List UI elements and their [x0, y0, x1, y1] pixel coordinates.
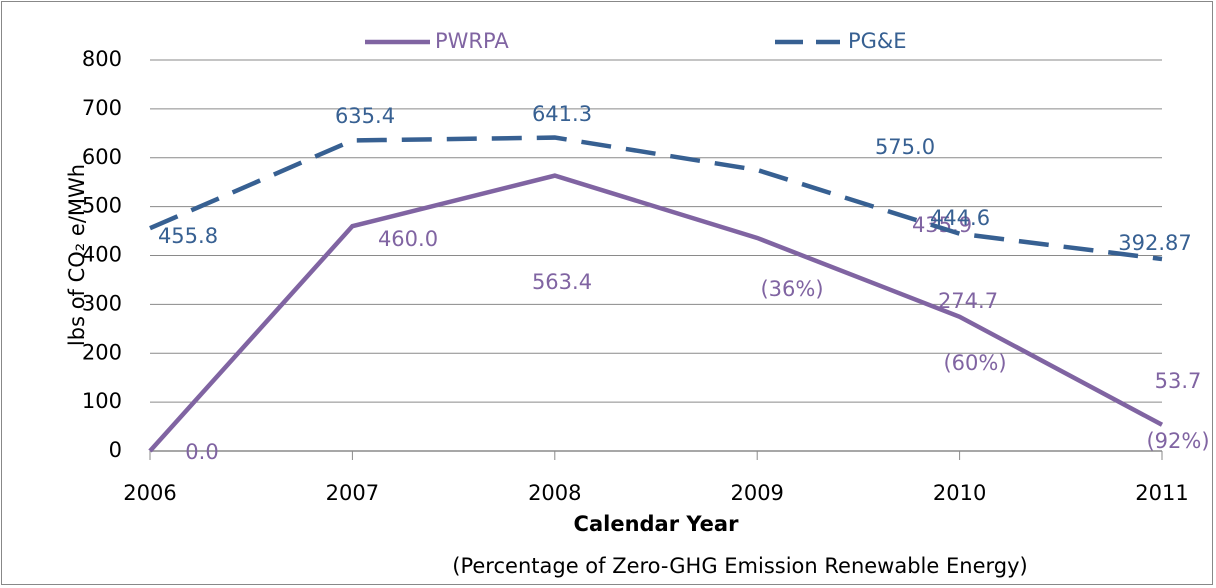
annotation: (60%) — [943, 351, 1006, 375]
data-label: 435.9 — [912, 213, 972, 237]
y-tick-label: 100 — [82, 389, 122, 413]
data-label: 274.7 — [938, 289, 998, 313]
annotation: (36%) — [760, 277, 823, 301]
y-tick-label: 800 — [82, 47, 122, 71]
x-tick-label: 2010 — [933, 481, 986, 505]
y-tick-label: 500 — [82, 194, 122, 218]
y-tick-label: 0 — [109, 438, 122, 462]
x-tick-label: 2006 — [123, 481, 176, 505]
x-axis-label: Calendar Year — [574, 512, 740, 536]
y-tick-label: 700 — [82, 96, 122, 120]
annotation: (92%) — [1146, 429, 1209, 453]
x-tick-label: 2008 — [528, 481, 581, 505]
x-tick-label: 2011 — [1135, 481, 1188, 505]
x-axis-note: (Percentage of Zero-GHG Emission Renewab… — [452, 554, 1027, 578]
x-tick-label: 2007 — [326, 481, 379, 505]
data-label: 53.7 — [1155, 369, 1202, 393]
data-label: 641.3 — [532, 102, 592, 126]
data-label: 635.4 — [335, 104, 395, 128]
data-label: 460.0 — [378, 227, 438, 251]
data-label: 0.0 — [185, 440, 218, 464]
y-tick-label: 400 — [82, 243, 122, 267]
data-label: 575.0 — [875, 135, 935, 159]
y-tick-label: 300 — [82, 291, 122, 315]
legend-label: PWRPA — [435, 29, 509, 53]
y-tick-label: 600 — [82, 145, 122, 169]
series-line — [148, 173, 1164, 453]
y-axis-label: lbs of CO₂ e/MWh — [65, 164, 89, 346]
data-label: 392.87 — [1118, 231, 1191, 255]
legend-label: PG&E — [848, 29, 907, 53]
data-label: 444.6 — [930, 206, 990, 230]
y-tick-label: 200 — [82, 340, 122, 364]
series-line — [149, 135, 1163, 262]
data-label: 563.4 — [532, 270, 592, 294]
x-tick-label: 2009 — [730, 481, 783, 505]
data-label: 455.8 — [158, 224, 218, 248]
